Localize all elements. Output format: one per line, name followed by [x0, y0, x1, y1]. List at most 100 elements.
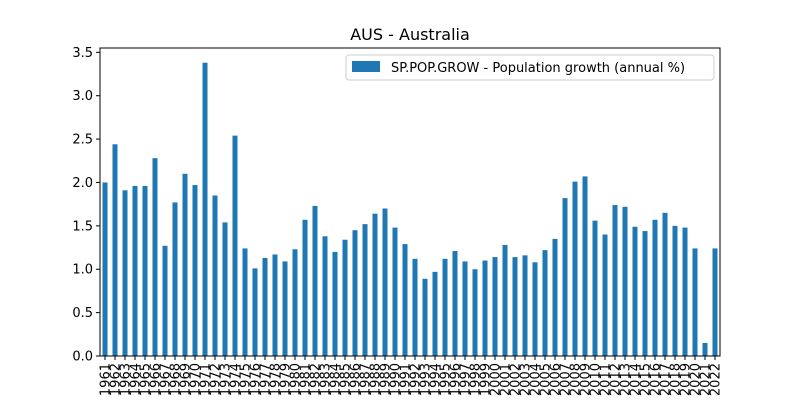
- bar-2001: [502, 244, 508, 356]
- y-tick-label: 1.0: [72, 263, 93, 278]
- bar-1967: [162, 245, 168, 356]
- bar-2017: [662, 212, 668, 356]
- x-tick-label: 1985: [339, 363, 354, 396]
- bar-1990: [392, 227, 398, 356]
- x-tick-label: 1993: [419, 363, 434, 396]
- x-tick-label: 1981: [299, 363, 314, 396]
- x-tick-label: 2004: [529, 363, 544, 396]
- x-tick-label: 1990: [389, 363, 404, 396]
- x-tick-label: 1977: [259, 363, 274, 396]
- bar-1993: [422, 278, 428, 356]
- x-tick-label: 1974: [229, 363, 244, 396]
- bar-1969: [182, 173, 188, 356]
- bar-2008: [572, 181, 578, 356]
- bar-2018: [672, 225, 678, 356]
- bar-1965: [142, 185, 148, 356]
- y-tick-label: 2.0: [72, 176, 93, 191]
- x-tick-label: 1970: [189, 363, 204, 396]
- x-tick-label: 1968: [169, 363, 184, 396]
- x-tick-label: 1989: [379, 363, 394, 396]
- bar-1995: [442, 258, 448, 356]
- x-tick-label: 2018: [669, 363, 684, 396]
- x-tick-label: 1978: [269, 363, 284, 396]
- bar-2010: [592, 220, 598, 356]
- x-tick-label: 1995: [439, 363, 454, 396]
- x-tick-label: 1961: [99, 363, 114, 396]
- bar-1975: [242, 248, 248, 356]
- bar-2015: [642, 231, 648, 356]
- legend-swatch: [352, 61, 380, 72]
- bar-2020: [692, 248, 698, 356]
- x-tick-label: 1975: [239, 363, 254, 396]
- x-tick-label: 2005: [539, 363, 554, 396]
- bar-1997: [462, 261, 468, 356]
- bar-1962: [112, 144, 118, 356]
- bar-2022: [712, 248, 718, 356]
- x-tick-label: 2003: [519, 363, 534, 396]
- x-tick-label: 1988: [369, 363, 384, 396]
- bar-2003: [522, 255, 528, 356]
- y-tick-label: 0.0: [72, 350, 93, 365]
- bar-1992: [412, 258, 418, 356]
- x-tick-label: 1986: [349, 363, 364, 396]
- x-tick-label: 1964: [129, 363, 144, 396]
- bar-2019: [682, 227, 688, 356]
- bar-1974: [232, 135, 238, 356]
- bar-2000: [492, 257, 498, 356]
- legend-box: [345, 54, 715, 81]
- bar-1966: [152, 158, 158, 356]
- x-tick-label: 1982: [309, 363, 324, 396]
- bar-1982: [312, 205, 318, 356]
- x-tick-label: 1996: [449, 363, 464, 396]
- legend: SP.POP.GROW - Population growth (annual …: [345, 54, 715, 81]
- bar-2002: [512, 257, 518, 356]
- x-tick-label: 2014: [629, 363, 644, 396]
- x-tick-label: 1984: [329, 363, 344, 396]
- bar-2004: [532, 262, 538, 356]
- x-tick-label: 1992: [409, 363, 424, 396]
- y-tick-label: 0.5: [72, 306, 93, 321]
- x-tick-label: 1997: [459, 363, 474, 396]
- bar-2006: [552, 238, 558, 356]
- bar-1984: [332, 251, 338, 356]
- x-tick-label: 1983: [319, 363, 334, 396]
- bar-1972: [212, 195, 218, 356]
- x-tick-label: 2000: [489, 363, 504, 396]
- y-tick-label: 2.5: [72, 133, 93, 148]
- x-tick-label: 1973: [219, 363, 234, 396]
- bar-1989: [382, 208, 388, 356]
- x-tick-label: 2007: [559, 363, 574, 396]
- bar-1991: [402, 244, 408, 356]
- y-tick-label: 3.5: [72, 46, 93, 61]
- bar-1964: [132, 185, 138, 356]
- bar-1986: [352, 230, 358, 356]
- x-tick-label: 1994: [429, 363, 444, 396]
- x-tick-label: 2008: [569, 363, 584, 396]
- x-tick-label: 1962: [109, 363, 124, 396]
- x-tick-label: 1969: [179, 363, 194, 396]
- x-tick-label: 2001: [499, 363, 514, 396]
- x-tick-label: 2016: [649, 363, 664, 396]
- x-tick-label: 2006: [549, 363, 564, 396]
- x-tick-label: 1972: [209, 363, 224, 396]
- x-tick-label: 2019: [679, 363, 694, 396]
- bar-2012: [612, 205, 618, 356]
- bars-group: [102, 62, 718, 356]
- bar-1987: [362, 224, 368, 356]
- x-tick-label: 1999: [479, 363, 494, 396]
- bar-1996: [452, 251, 458, 356]
- bar-2021: [702, 342, 708, 356]
- plot-frame: [99, 47, 721, 357]
- x-tick-label: 1998: [469, 363, 484, 396]
- bar-2011: [602, 234, 608, 356]
- bar-1968: [172, 202, 178, 356]
- x-tick-label: 1979: [279, 363, 294, 396]
- bar-1976: [252, 268, 258, 356]
- bar-1973: [222, 222, 228, 356]
- bar-1970: [192, 185, 198, 356]
- x-tick-label: 2021: [699, 363, 714, 396]
- x-tick-label: 2012: [609, 363, 624, 396]
- bar-1977: [262, 257, 268, 356]
- x-tick-label: 2017: [659, 363, 674, 396]
